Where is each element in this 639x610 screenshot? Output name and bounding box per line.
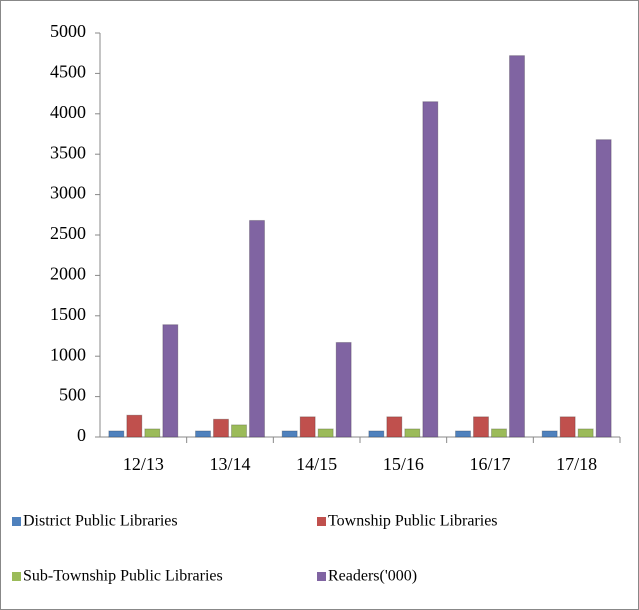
y-tick-label: 4500: [50, 62, 86, 82]
bar: [595, 139, 612, 438]
bar: [317, 428, 334, 438]
legend-swatch: [317, 572, 326, 581]
bar: [368, 430, 385, 438]
bar: [541, 430, 558, 438]
bar: [422, 101, 439, 438]
legend-swatch: [12, 517, 21, 526]
legend-label: District Public Libraries: [23, 513, 178, 530]
x-tick-label: 12/13: [123, 454, 164, 474]
bar: [577, 428, 594, 438]
bar: [404, 428, 421, 438]
y-tick-label: 3500: [50, 142, 86, 162]
bar: [249, 219, 265, 438]
bar: [281, 430, 298, 438]
legend-label: Readers('000): [328, 568, 417, 585]
legend-label: Township Public Libraries: [328, 513, 498, 530]
bar: [335, 341, 352, 438]
bar: [386, 416, 403, 438]
x-tick-label: 13/14: [209, 454, 250, 474]
x-tick-label: 15/16: [383, 454, 424, 474]
legend-swatch: [317, 517, 326, 526]
y-tick-label: 0: [77, 425, 86, 445]
bar: [144, 428, 161, 438]
y-tick-label: 5000: [50, 21, 86, 41]
bar: [299, 416, 316, 438]
y-tick-label: 500: [59, 385, 86, 405]
y-tick-label: 1000: [50, 344, 86, 364]
y-tick-label: 4000: [50, 102, 86, 122]
y-tick-label: 2000: [50, 264, 86, 284]
y-tick-label: 1500: [50, 304, 86, 324]
bar: [213, 418, 229, 438]
x-tick-label: 14/15: [296, 454, 337, 474]
bar: [126, 414, 143, 438]
y-tick-label: 2500: [50, 223, 86, 243]
bar: [509, 55, 525, 438]
bar: [559, 416, 576, 438]
bar: [195, 430, 211, 438]
bar: [108, 430, 125, 438]
bar: [162, 324, 179, 438]
legend-label: Sub-Township Public Libraries: [23, 568, 223, 585]
legend-swatch: [12, 572, 21, 581]
x-tick-label: 17/18: [556, 454, 597, 474]
bar: [231, 424, 247, 438]
x-tick-label: 16/17: [469, 454, 510, 474]
bar: [491, 428, 507, 438]
y-tick-label: 3000: [50, 183, 86, 203]
bar: [473, 416, 489, 438]
bar: [455, 430, 471, 438]
